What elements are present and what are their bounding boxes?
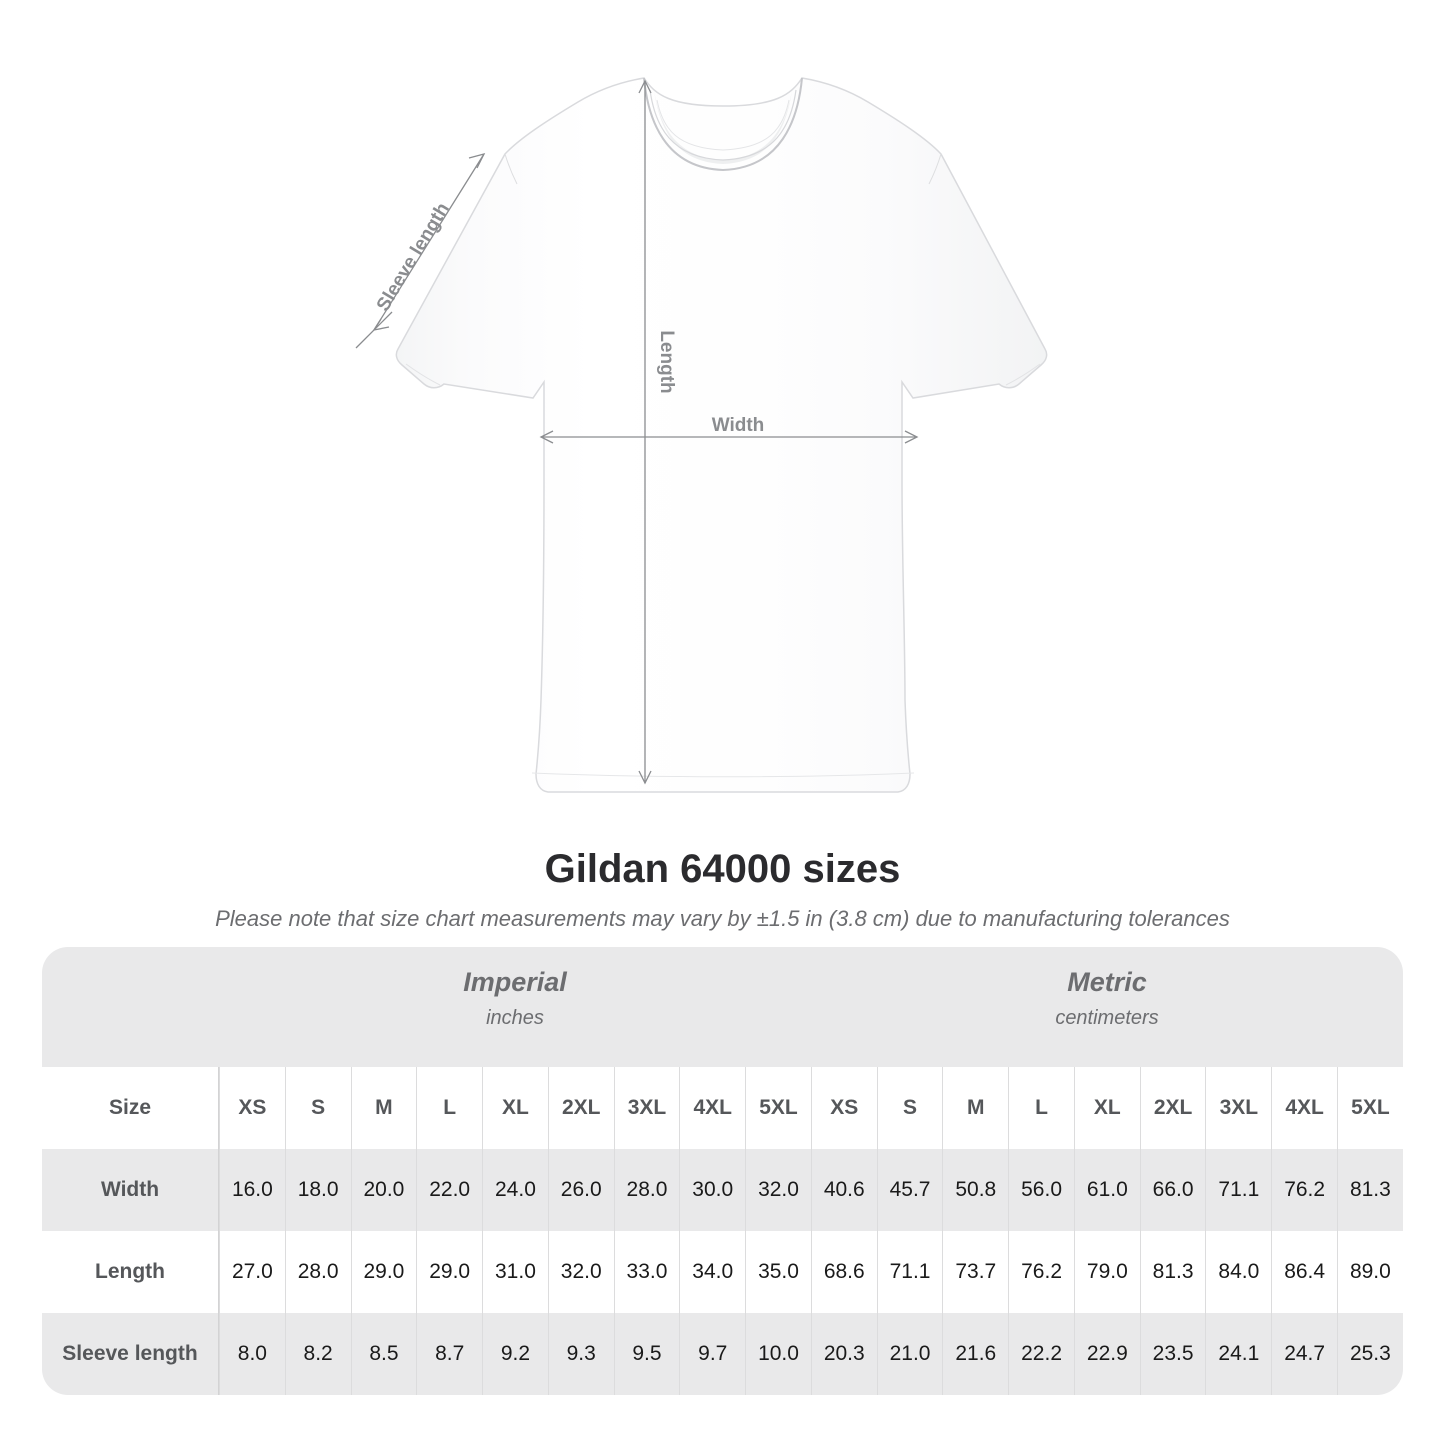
svg-text:Width: Width — [712, 415, 765, 436]
svg-text:Length: Length — [656, 330, 677, 393]
